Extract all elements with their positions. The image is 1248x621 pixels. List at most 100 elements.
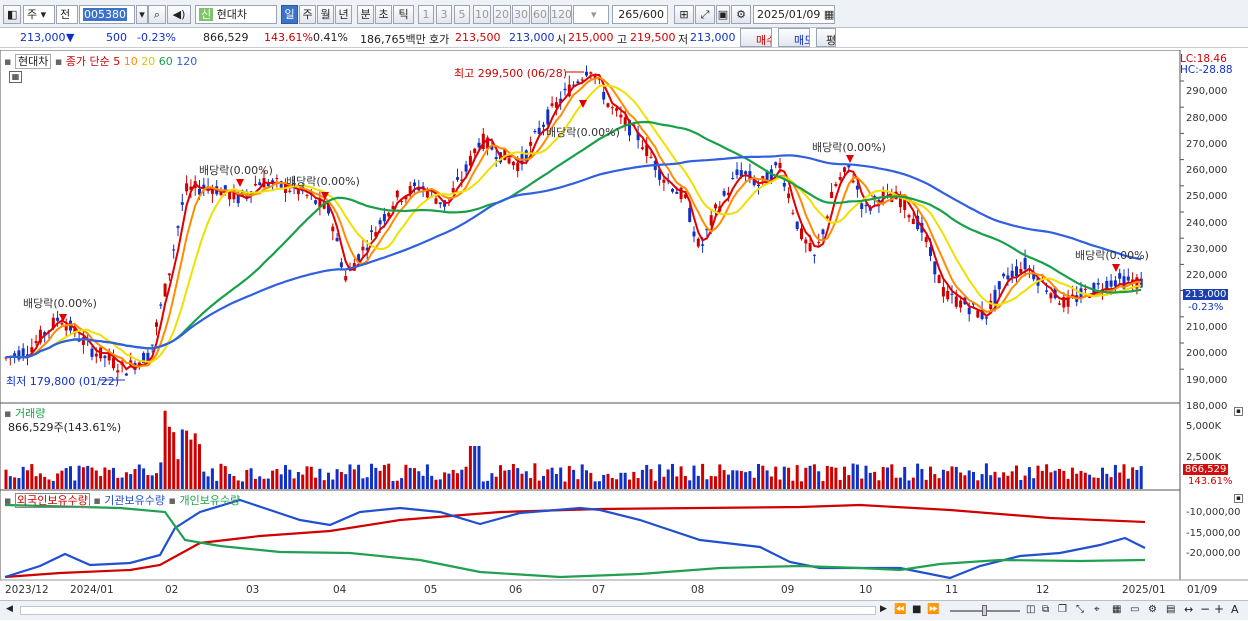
candle-body	[189, 186, 193, 190]
ma20-legend[interactable]: 20	[141, 55, 156, 68]
speaker-icon[interactable]: ◀)	[167, 5, 191, 24]
scale-icon[interactable]: ⤡	[1076, 604, 1084, 615]
period-month[interactable]: 월	[317, 5, 334, 24]
stock-legend[interactable]: 현대차	[14, 54, 52, 69]
ma5-legend[interactable]: 5	[113, 55, 121, 68]
period-second[interactable]: 초	[375, 5, 392, 24]
period-day[interactable]: 일	[281, 5, 298, 24]
zoom-in-icon[interactable]: +	[1214, 602, 1225, 616]
candle-body	[331, 226, 335, 232]
current-price-box: 213,000	[1183, 289, 1229, 300]
candle-body	[615, 108, 619, 111]
stock-code-input[interactable]: 005380	[79, 5, 135, 24]
crosshair-icon[interactable]: ⌖	[1094, 604, 1100, 615]
date-field[interactable]: 2025/01/09 ▦	[753, 5, 835, 24]
interval-select[interactable]: ▾	[573, 5, 609, 24]
save-icon[interactable]: ▣	[716, 5, 730, 24]
pane-close-icon[interactable]: ▪	[1234, 407, 1243, 416]
period-minute[interactable]: 분	[357, 5, 374, 24]
candle-body	[34, 341, 38, 344]
volume-bar	[903, 466, 907, 489]
prev-button[interactable]: 전	[56, 5, 78, 24]
foreign-holding-legend[interactable]: 외국인보유수량	[14, 493, 90, 508]
layout-icon[interactable]: ◫	[1026, 604, 1036, 615]
scroll-left-icon[interactable]: ◀	[6, 604, 13, 614]
scroll-right-icon[interactable]: ▶	[880, 604, 887, 614]
individual-holding-legend[interactable]: 개인보유수량	[179, 494, 241, 507]
volume-bar	[400, 478, 404, 489]
window-icon[interactable]: ◧	[3, 5, 21, 24]
interval-10[interactable]: 10	[473, 5, 491, 24]
volume-title[interactable]: 거래량	[14, 407, 46, 420]
period-tick[interactable]: 틱	[393, 5, 414, 24]
ma-legend-label[interactable]: 종가 단순	[65, 55, 110, 68]
pane-close-icon[interactable]: ▪	[1234, 494, 1243, 503]
ma120-legend[interactable]: 120	[176, 55, 198, 68]
candle-body	[769, 169, 773, 182]
gear-icon[interactable]: ⚙	[731, 5, 751, 24]
period-year[interactable]: 년	[335, 5, 352, 24]
zoom-out-icon[interactable]: −	[1200, 602, 1211, 616]
candle-body	[490, 145, 494, 150]
interval-120[interactable]: 120	[550, 5, 572, 24]
zoom-slider-handle[interactable]	[982, 605, 987, 616]
interval-3[interactable]: 3	[436, 5, 452, 24]
market-type-select[interactable]: 주 ▾	[23, 5, 55, 24]
candle-body	[787, 193, 791, 199]
stock-name-field[interactable]: 신 현대차	[195, 5, 277, 24]
ma10-legend[interactable]: 10	[123, 55, 138, 68]
volume-value-label: 866,529주(143.61%)	[8, 421, 122, 434]
sell-button[interactable]: 매도	[778, 28, 810, 47]
table-icon[interactable]: ▦	[9, 71, 22, 83]
copy-icon[interactable]: ❐	[1058, 604, 1067, 615]
volume-bar	[847, 475, 851, 489]
data-count-field[interactable]: 265/600	[612, 5, 668, 24]
ma60-legend[interactable]: 60	[158, 55, 173, 68]
candle-body	[800, 228, 803, 240]
period-week[interactable]: 주	[299, 5, 316, 24]
chart-tools-icon[interactable]: ⊞	[674, 5, 694, 24]
candle-body	[959, 300, 963, 308]
institution-holding-legend[interactable]: 기관보유수량	[104, 494, 166, 507]
calendar-icon[interactable]: ▦	[823, 8, 835, 21]
interval-1[interactable]: 1	[418, 5, 434, 24]
candle-body	[167, 273, 171, 276]
interval-30[interactable]: 30	[512, 5, 530, 24]
candle-body	[107, 353, 111, 361]
forward-icon[interactable]: ⏩	[927, 604, 940, 615]
split-icon[interactable]: ⧉	[1042, 604, 1050, 615]
draw-line-icon[interactable]: ⤢	[695, 5, 715, 24]
window-icon[interactable]: ▭	[1130, 604, 1140, 615]
grid-icon[interactable]: ▦	[1112, 604, 1122, 615]
chart-canvas[interactable]	[0, 50, 1248, 621]
volume-bar	[817, 471, 821, 489]
search-icon[interactable]: ⌕	[148, 5, 166, 24]
font-size-icon[interactable]: A	[1231, 603, 1239, 616]
chart-area[interactable]: ▪ 현대차 ▪ 종가 단순 5 10 20 60 120 ▦ LC:18.46 …	[0, 50, 1248, 621]
table-icon[interactable]: ▤	[1166, 604, 1176, 615]
volume-bar	[580, 464, 584, 489]
volume-bar	[1066, 478, 1070, 489]
avg-button[interactable]: 평	[816, 28, 836, 47]
candle-body	[434, 198, 438, 204]
volume-bar	[1010, 471, 1014, 489]
candle-body	[817, 242, 821, 244]
candle-body	[967, 307, 971, 315]
volume-bar	[542, 475, 545, 489]
high-price: 219,500	[630, 31, 676, 44]
buy-button[interactable]: 매수	[740, 28, 772, 47]
settings-icon[interactable]: ⚙	[1148, 604, 1157, 615]
interval-20[interactable]: 20	[493, 5, 511, 24]
rewind-icon[interactable]: ⏪	[894, 604, 907, 615]
scrollbar-track[interactable]	[20, 606, 876, 615]
interval-5[interactable]: 5	[454, 5, 470, 24]
dropdown-arrow-icon[interactable]: ▾	[136, 5, 148, 24]
candle-body	[464, 164, 468, 172]
interval-60[interactable]: 60	[531, 5, 549, 24]
volume-y-tick: 2,500K	[1186, 452, 1222, 463]
volume-bar	[898, 477, 902, 489]
volume-bar	[864, 465, 868, 489]
arrow-icon[interactable]: ↔	[1184, 603, 1194, 616]
volume-bar	[782, 466, 786, 489]
stop-icon[interactable]: ■	[912, 604, 922, 615]
